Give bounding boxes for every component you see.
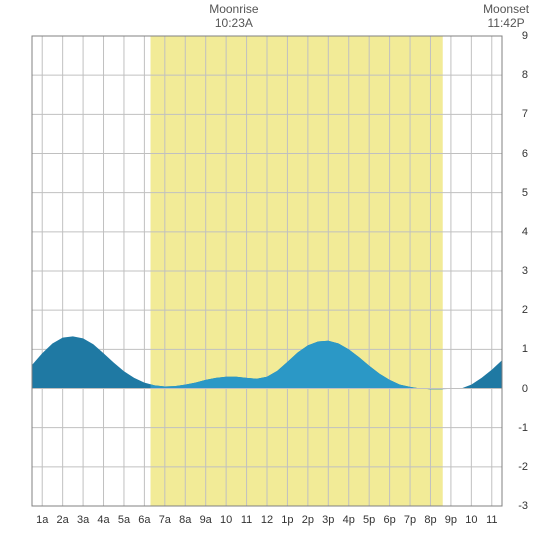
x-tick-label: 6p xyxy=(383,514,395,526)
x-tick-label: 3p xyxy=(322,514,334,526)
x-tick-label: 5a xyxy=(118,514,130,526)
x-tick-label: 2p xyxy=(302,514,314,526)
moon-label: Moonrise10:23A xyxy=(204,2,264,31)
x-tick-label: 5p xyxy=(363,514,375,526)
x-tick-label: 9p xyxy=(445,514,457,526)
x-tick-label: 10 xyxy=(465,514,477,526)
x-tick-label: 1a xyxy=(36,514,48,526)
y-tick-label: -1 xyxy=(508,422,528,434)
x-tick-label: 6a xyxy=(138,514,150,526)
x-tick-label: 11 xyxy=(486,514,497,526)
tide-chart: 1a2a3a4a5a6a7a8a9a1011121p2p3p4p5p6p7p8p… xyxy=(0,0,550,550)
x-tick-label: 7p xyxy=(404,514,416,526)
moon-label: Moonset11:42P xyxy=(476,2,536,31)
x-tick-label: 7a xyxy=(159,514,171,526)
y-tick-label: -3 xyxy=(508,500,528,512)
x-tick-label: 4p xyxy=(343,514,355,526)
chart-svg xyxy=(0,0,550,550)
y-tick-label: 2 xyxy=(508,304,528,316)
y-tick-label: 6 xyxy=(508,148,528,160)
x-tick-label: 8p xyxy=(424,514,436,526)
x-tick-label: 2a xyxy=(57,514,69,526)
y-tick-label: -2 xyxy=(508,461,528,473)
x-tick-label: 1p xyxy=(281,514,293,526)
x-tick-label: 12 xyxy=(261,514,273,526)
y-tick-label: 0 xyxy=(508,383,528,395)
y-tick-label: 5 xyxy=(508,187,528,199)
x-tick-label: 4a xyxy=(97,514,109,526)
x-tick-label: 11 xyxy=(241,514,252,526)
y-tick-label: 8 xyxy=(508,69,528,81)
y-tick-label: 3 xyxy=(508,265,528,277)
y-tick-label: 9 xyxy=(508,30,528,42)
x-tick-label: 9a xyxy=(200,514,212,526)
y-tick-label: 4 xyxy=(508,226,528,238)
x-tick-label: 8a xyxy=(179,514,191,526)
x-tick-label: 10 xyxy=(220,514,232,526)
x-tick-label: 3a xyxy=(77,514,89,526)
y-tick-label: 7 xyxy=(508,108,528,120)
y-tick-label: 1 xyxy=(508,343,528,355)
